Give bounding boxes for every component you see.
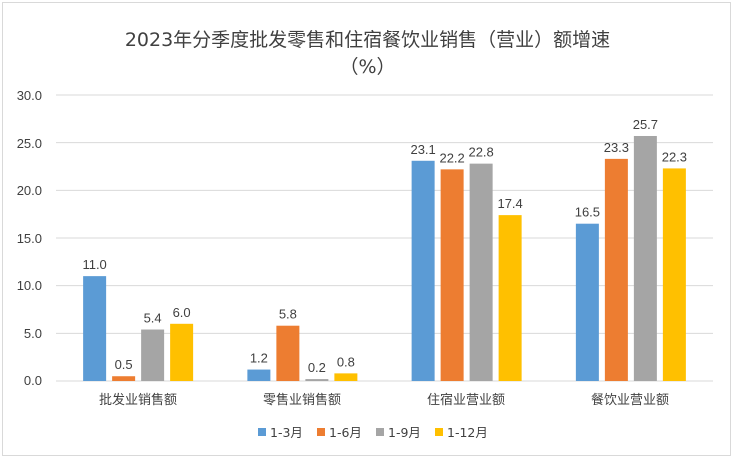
data-label-series-0-category-3: 16.5 <box>575 205 600 220</box>
legend-swatch-q3 <box>376 428 384 436</box>
data-label-series-2-category-3: 25.7 <box>633 117 658 132</box>
bar-series-1-category-2 <box>440 169 464 381</box>
bar-series-0-category-0 <box>83 276 107 381</box>
x-axis-categories: 批发业销售额 零售业销售额 住宿业营业额 餐饮业营业额 <box>99 392 669 408</box>
data-label-series-0-category-2: 23.1 <box>410 142 435 157</box>
data-label-series-2-category-1: 0.2 <box>308 360 326 375</box>
gridlines <box>56 94 713 382</box>
y-tick-3: 15.0 <box>17 231 42 246</box>
bar-series-3-category-2 <box>498 215 522 381</box>
bar-series-1-category-0 <box>112 376 136 381</box>
bar-series-1-category-3 <box>604 158 628 381</box>
data-label-series-2-category-2: 22.8 <box>468 145 493 160</box>
legend-label-q3: 1-9月 <box>388 425 421 440</box>
bar-series-0-category-3 <box>575 223 599 381</box>
data-label-series-1-category-0: 0.5 <box>115 357 133 372</box>
data-label-series-3-category-3: 22.3 <box>662 149 687 164</box>
legend-swatch-h1 <box>317 428 325 436</box>
data-labels: 11.0 1.2 23.1 16.5 0.5 5.8 22.2 23.3 5.4 0.2 22.8 2… <box>82 117 687 375</box>
legend-label-q1: 1-3月 <box>270 425 303 440</box>
y-tick-1: 5.0 <box>24 326 42 341</box>
category-label-retail: 零售业销售额 <box>263 392 341 408</box>
legend: 1-3月 1-6月 1-9月 1-12月 <box>258 425 488 440</box>
legend-swatch-q1 <box>258 428 266 436</box>
bar-series-2-category-1 <box>305 379 329 381</box>
category-label-accommodation: 住宿业营业额 <box>427 392 505 408</box>
data-label-series-1-category-2: 22.2 <box>439 150 464 165</box>
data-label-series-3-category-1: 0.8 <box>337 354 355 369</box>
data-label-series-3-category-0: 6.0 <box>173 305 191 320</box>
bar-series-1-category-1 <box>276 325 300 381</box>
y-tick-6: 30.0 <box>17 88 42 103</box>
y-tick-4: 20.0 <box>17 183 42 198</box>
legend-swatch-full-year <box>435 428 443 436</box>
bar-series-0-category-1 <box>247 369 271 381</box>
data-label-series-1-category-1: 5.8 <box>279 307 297 322</box>
data-label-series-0-category-1: 1.2 <box>250 351 268 366</box>
bar-series-2-category-0 <box>141 329 165 381</box>
y-tick-2: 10.0 <box>17 278 42 293</box>
y-axis-ticks: 0.0 5.0 10.0 15.0 20.0 25.0 30.0 <box>17 88 42 388</box>
data-label-series-2-category-0: 5.4 <box>144 311 162 326</box>
bars <box>83 135 686 381</box>
data-label-series-0-category-0: 11.0 <box>82 257 106 272</box>
y-tick-5: 25.0 <box>17 136 42 151</box>
data-label-series-1-category-3: 23.3 <box>604 140 629 155</box>
legend-label-h1: 1-6月 <box>329 425 362 440</box>
bar-series-3-category-1 <box>334 373 358 381</box>
bar-series-2-category-3 <box>633 135 657 381</box>
data-label-series-3-category-2: 17.4 <box>497 196 522 211</box>
category-label-catering: 餐饮业营业额 <box>591 392 669 408</box>
chart-title: 2023年分季度批发零售和住宿餐饮业销售（营业）额增速 <box>125 29 610 51</box>
bar-series-2-category-2 <box>469 163 493 381</box>
y-tick-0: 0.0 <box>24 373 42 388</box>
bar-series-3-category-3 <box>662 168 686 381</box>
category-label-wholesale: 批发业销售额 <box>99 392 177 408</box>
legend-label-full-year: 1-12月 <box>447 425 488 440</box>
bar-series-3-category-0 <box>170 323 194 381</box>
chart-subtitle: （%） <box>339 56 395 78</box>
bar-series-0-category-2 <box>411 160 435 381</box>
